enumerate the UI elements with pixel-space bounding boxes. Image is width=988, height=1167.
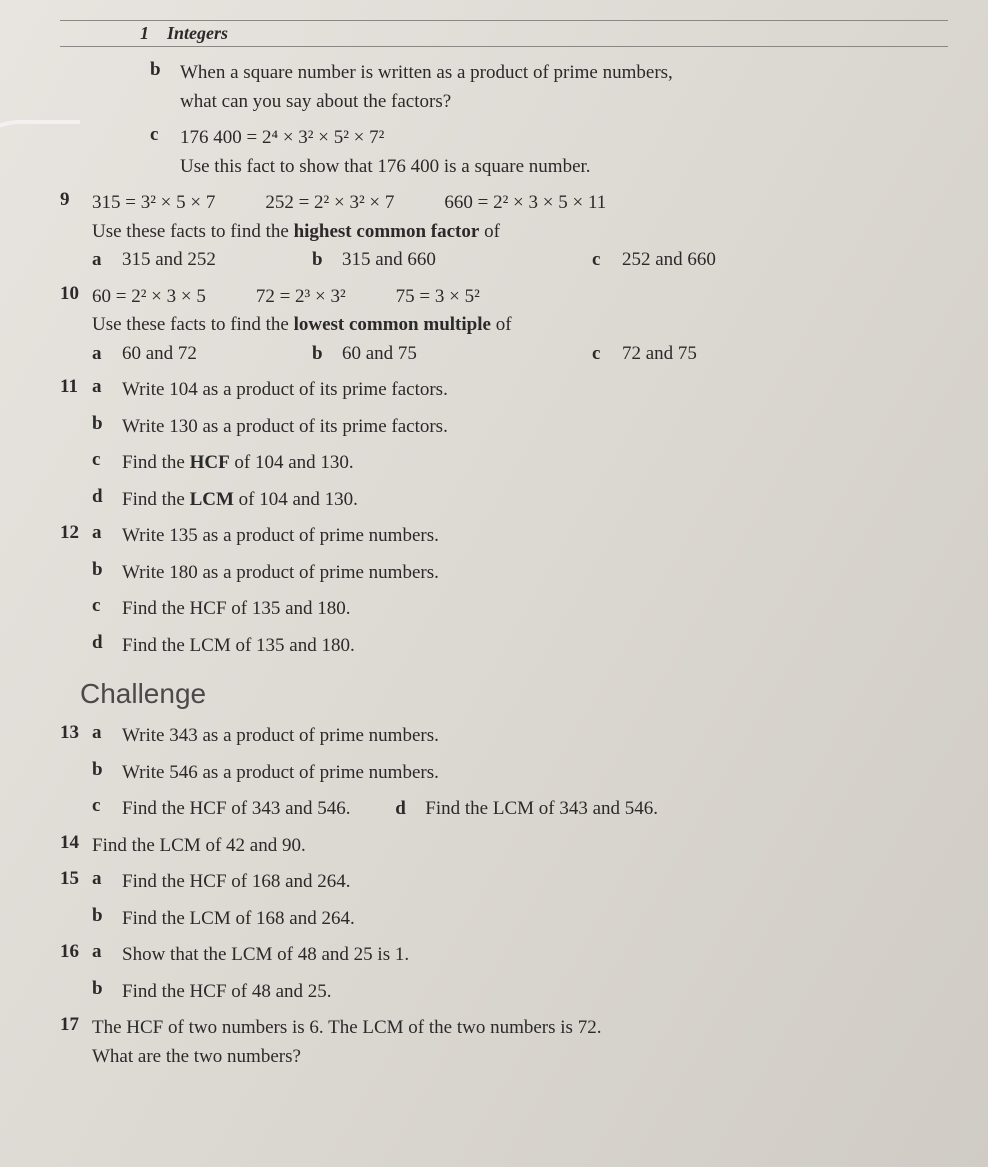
fact: 660 = 2² × 3 × 5 × 11 — [444, 189, 606, 218]
question-13cd: c Find the HCF of 343 and 546. d Find th… — [60, 795, 948, 824]
sub-label: a — [92, 522, 122, 544]
sub-label: a — [92, 722, 122, 744]
question-13b: b Write 546 as a product of prime number… — [60, 759, 948, 788]
instruction-suffix: of — [491, 314, 512, 335]
question-text: Write 130 as a product of its prime fact… — [122, 413, 948, 442]
sub-label: d — [92, 486, 122, 508]
instruction-bold: lowest common multiple — [294, 314, 491, 335]
option-text: 315 and 660 — [342, 246, 436, 275]
instruction-prefix: Use these facts to find the — [92, 314, 294, 335]
option-label: a — [92, 246, 122, 275]
sub-label: c — [92, 595, 122, 617]
question-text: Find the LCM of 135 and 180. — [122, 632, 948, 661]
question-number: 15 — [60, 868, 92, 890]
question-text: Find the LCM of 42 and 90. — [92, 832, 948, 861]
chapter-title: Integers — [167, 23, 228, 43]
question-text: Find the HCF of 168 and 264. — [122, 868, 948, 897]
sub-label: a — [92, 941, 122, 963]
question-text: Write 546 as a product of prime numbers. — [122, 759, 948, 788]
question-text: When a square number is written as a pro… — [180, 59, 948, 116]
question-10: 10 60 = 2² × 3 × 5 72 = 2³ × 3² 75 = 3 ×… — [60, 283, 948, 369]
question-text: Write 180 as a product of prime numbers. — [122, 559, 948, 588]
instruction-bold: highest common factor — [294, 221, 480, 242]
fact: 60 = 2² × 3 × 5 — [92, 283, 206, 312]
option-label: c — [592, 246, 622, 275]
question-number: 17 — [60, 1014, 92, 1036]
question-17: 17 The HCF of two numbers is 6. The LCM … — [60, 1014, 948, 1071]
option-text: 72 and 75 — [622, 340, 697, 369]
question-text: Show that the LCM of 48 and 25 is 1. — [122, 941, 948, 970]
sub-label: b — [92, 413, 122, 435]
sub-label: c — [92, 449, 122, 471]
question-13: 13 a Write 343 as a product of prime num… — [60, 722, 948, 751]
question-14: 14 Find the LCM of 42 and 90. — [60, 832, 948, 861]
question-11: 11 a Write 104 as a product of its prime… — [60, 376, 948, 405]
sub-label: d — [92, 632, 122, 654]
question-12b: b Write 180 as a product of prime number… — [60, 559, 948, 588]
question-12c: c Find the HCF of 135 and 180. — [60, 595, 948, 624]
sub-label: b — [150, 59, 180, 81]
question-content: 315 = 3² × 5 × 7 252 = 2² × 3² × 7 660 =… — [92, 189, 948, 275]
chapter-header: 1 Integers — [60, 20, 948, 47]
fact: 315 = 3² × 5 × 7 — [92, 189, 215, 218]
cable-artifact — [0, 120, 80, 320]
question-text: Find the HCF of 135 and 180. — [122, 595, 948, 624]
question-number: 12 — [60, 522, 92, 544]
instruction-prefix: Use these facts to find the — [92, 221, 294, 242]
sub-label: d — [395, 795, 425, 824]
question-12d: d Find the LCM of 135 and 180. — [60, 632, 948, 661]
option-label: b — [312, 340, 342, 369]
question-text: Write 343 as a product of prime numbers. — [122, 722, 948, 751]
question-11c: c Find the HCF of 104 and 130. — [60, 449, 948, 478]
instruction-suffix: of — [479, 221, 500, 242]
sub-label: c — [92, 795, 122, 817]
sub-label: a — [92, 376, 122, 398]
question-11b: b Write 130 as a product of its prime fa… — [60, 413, 948, 442]
question-11d: d Find the LCM of 104 and 130. — [60, 486, 948, 515]
question-number: 14 — [60, 832, 92, 854]
sub-label: b — [92, 978, 122, 1000]
fact: 72 = 2³ × 3² — [256, 283, 346, 312]
option-text: 315 and 252 — [122, 246, 216, 275]
question-c-176400: c 176 400 = 2⁴ × 3² × 5² × 7² Use this f… — [60, 124, 948, 181]
question-text: Find the LCM of 168 and 264. — [122, 905, 948, 934]
fact: 252 = 2² × 3² × 7 — [265, 189, 394, 218]
question-text: Find the LCM of 104 and 130. — [122, 486, 948, 515]
sub-label: a — [92, 868, 122, 890]
question-16: 16 a Show that the LCM of 48 and 25 is 1… — [60, 941, 948, 970]
question-number: 11 — [60, 376, 92, 398]
sub-label: c — [150, 124, 180, 146]
sub-label: b — [92, 759, 122, 781]
question-content: 60 = 2² × 3 × 5 72 = 2³ × 3² 75 = 3 × 5²… — [92, 283, 948, 369]
question-text: Find the HCF of 48 and 25. — [122, 978, 948, 1007]
question-text: Find the HCF of 343 and 546. d Find the … — [122, 795, 948, 824]
question-15b: b Find the LCM of 168 and 264. — [60, 905, 948, 934]
question-15: 15 a Find the HCF of 168 and 264. — [60, 868, 948, 897]
option-text: 60 and 75 — [342, 340, 417, 369]
question-text: Find the HCF of 104 and 130. — [122, 449, 948, 478]
option-text: 60 and 72 — [122, 340, 197, 369]
option-label: c — [592, 340, 622, 369]
option-label: b — [312, 246, 342, 275]
question-number: 16 — [60, 941, 92, 963]
option-text: 252 and 660 — [622, 246, 716, 275]
question-text: The HCF of two numbers is 6. The LCM of … — [92, 1014, 948, 1071]
question-9: 9 315 = 3² × 5 × 7 252 = 2² × 3² × 7 660… — [60, 189, 948, 275]
question-text: Write 104 as a product of its prime fact… — [122, 376, 948, 405]
question-text: Write 135 as a product of prime numbers. — [122, 522, 948, 551]
chapter-number: 1 — [140, 23, 149, 43]
sub-label: b — [92, 905, 122, 927]
question-16b: b Find the HCF of 48 and 25. — [60, 978, 948, 1007]
fact: 75 = 3 × 5² — [396, 283, 480, 312]
question-number: 13 — [60, 722, 92, 744]
challenge-heading: Challenge — [80, 678, 948, 710]
sub-label: b — [92, 559, 122, 581]
question-12: 12 a Write 135 as a product of prime num… — [60, 522, 948, 551]
question-text: 176 400 = 2⁴ × 3² × 5² × 7² Use this fac… — [180, 124, 948, 181]
option-label: a — [92, 340, 122, 369]
question-text: Find the LCM of 343 and 546. — [425, 795, 658, 824]
question-b-square: b When a square number is written as a p… — [60, 59, 948, 116]
